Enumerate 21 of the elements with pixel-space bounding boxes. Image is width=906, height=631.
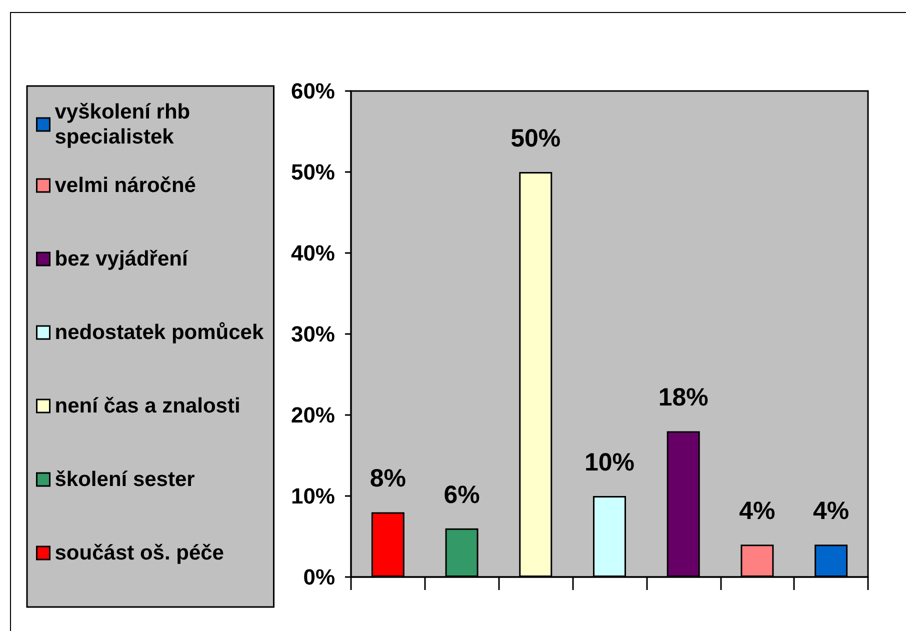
data-label: 4% <box>813 497 850 526</box>
data-label: 8% <box>370 464 406 493</box>
y-tick-label: 0% <box>303 564 335 590</box>
legend-label: velmi náročné <box>54 174 196 197</box>
legend-label: součást oš. péče <box>54 542 224 564</box>
y-tick-label: 40% <box>290 240 335 266</box>
y-tick-label: 50% <box>290 160 335 184</box>
data-label: 50% <box>510 124 561 152</box>
y-tick-label: 20% <box>290 402 335 428</box>
legend-label: není čas a znalosti <box>54 394 240 418</box>
legend-label: školení sester <box>54 468 195 491</box>
legend-label: vyškolení rhb specialistek <box>54 100 190 148</box>
legend-label: bez vyjádření <box>54 248 189 270</box>
legend-label: nedostatek pomůcek <box>54 321 264 344</box>
y-tick-label: 30% <box>290 322 335 346</box>
data-label: 6% <box>444 480 480 509</box>
y-tick-label: 10% <box>290 484 335 508</box>
data-label: 18% <box>658 384 708 412</box>
data-label: 4% <box>739 497 776 526</box>
data-label: 10% <box>584 448 635 476</box>
y-tick-label: 60% <box>290 78 335 104</box>
